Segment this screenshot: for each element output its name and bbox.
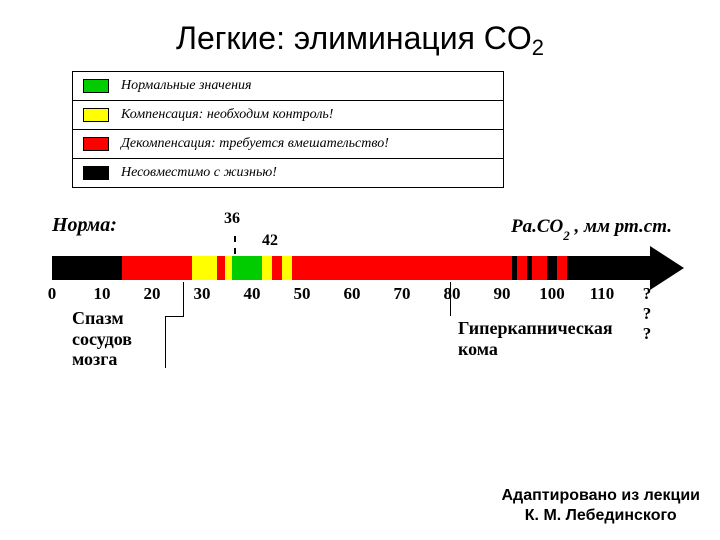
bar-segment	[557, 256, 567, 280]
bar-segment	[262, 256, 272, 280]
legend-swatch	[83, 137, 109, 151]
bar-segment	[52, 256, 122, 280]
bar-segment	[217, 256, 225, 280]
title-sub: 2	[532, 35, 544, 60]
legend-label: Несовместимо с жизнью!	[121, 165, 277, 181]
axis-tick: 50	[294, 284, 311, 304]
legend-row: Компенсация: необходим контроль!	[73, 101, 503, 130]
bar-segment	[122, 256, 192, 280]
axis-tick: 30	[194, 284, 211, 304]
bar-segment	[517, 256, 527, 280]
axis-tick: 90	[494, 284, 511, 304]
color-bar	[52, 256, 652, 280]
bar-segment	[547, 256, 557, 280]
legend-label: Нормальные значения	[121, 78, 252, 94]
annot-left-connector-v	[165, 316, 166, 368]
legend-row: Несовместимо с жизнью!	[73, 159, 503, 187]
axis-tick: 10	[94, 284, 111, 304]
axis-label: Pa.CO2 , мм рт.ст.	[511, 216, 672, 241]
legend-label: Компенсация: необходим контроль!	[121, 107, 333, 123]
annot-left-connector-h	[165, 316, 183, 317]
bar-segment	[282, 256, 292, 280]
norm-low-tick: 36	[224, 210, 240, 228]
norm-dashed-line	[234, 236, 236, 254]
page-title: Легкие: элиминация CO2	[30, 20, 690, 57]
axis-tick: ? ? ?	[643, 284, 652, 344]
norm-high-tick: 42	[262, 232, 278, 250]
bar-segment	[272, 256, 282, 280]
bar-segment	[532, 256, 547, 280]
legend-row: Декомпенсация: требуется вмешательство!	[73, 130, 503, 159]
annotation-right: Гиперкапническаякома	[458, 318, 613, 359]
credit-text: Адаптировано из лекцииК. М. Лебединского	[502, 486, 701, 526]
legend-row: Нормальные значения	[73, 72, 503, 101]
axis-tick: 70	[394, 284, 411, 304]
bar-segment	[192, 256, 217, 280]
axis-tick: 20	[144, 284, 161, 304]
bar-segment	[567, 256, 652, 280]
annotation-left: Спазмсосудовмозга	[72, 308, 132, 370]
legend-swatch	[83, 108, 109, 122]
arrow-head-icon	[650, 246, 684, 290]
axis-tick: 110	[590, 284, 615, 304]
title-text: Легкие: элиминация CO	[176, 20, 532, 56]
chart-area: Норма: Pa.CO2 , мм рт.ст. 36 42 0 10 20 30 4…	[30, 210, 690, 410]
legend-swatch	[83, 79, 109, 93]
axis-tick: 100	[539, 284, 565, 304]
legend-swatch	[83, 166, 109, 180]
bar-segment	[292, 256, 512, 280]
norma-label: Норма:	[52, 214, 117, 237]
bar-segment	[232, 256, 262, 280]
annot-right-connector	[450, 282, 451, 316]
legend-box: Нормальные значения Компенсация: необходи…	[72, 71, 504, 188]
axis-tick: 0	[48, 284, 57, 304]
annot-left-connector-up	[183, 282, 184, 317]
axis-tick: 80	[444, 284, 461, 304]
legend-label: Декомпенсация: требуется вмешательство!	[121, 136, 389, 152]
bar-segment	[225, 256, 233, 280]
axis-tick: 60	[344, 284, 361, 304]
axis-tick: 40	[244, 284, 261, 304]
